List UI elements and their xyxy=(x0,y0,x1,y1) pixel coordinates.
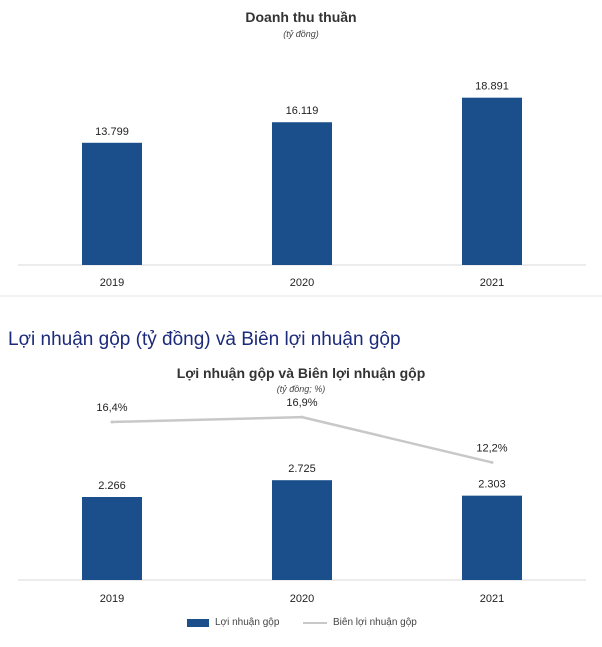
chart2-legend: Lợi nhuận gộp Biên lợi nhuận gộp xyxy=(0,617,602,633)
chart1-subtitle: (tỷ đồng) xyxy=(283,29,319,39)
chart2-x-tick-2019: 2019 xyxy=(100,593,124,605)
margin-point-2019 xyxy=(110,420,114,424)
margin-point-2021 xyxy=(490,460,494,464)
gross-profit-bar-2021 xyxy=(462,495,522,580)
legend-line-swatch xyxy=(303,621,327,624)
chart1-x-tick-2021: 2021 xyxy=(480,277,504,289)
chart1-x-tick-2019: 2019 xyxy=(100,277,124,289)
legend-bar-label: Lợi nhuận gộp xyxy=(215,617,280,628)
gross-profit-bar-2020 xyxy=(272,480,332,580)
revenue-bar-2019 xyxy=(82,142,142,265)
chart2-title: Lợi nhuận gộp và Biên lợi nhuận gộp xyxy=(176,365,426,381)
chart2-subtitle: (tỷ đồng; %) xyxy=(276,384,326,394)
gross-profit-bar-2019 xyxy=(82,497,142,580)
revenue-bar-2021 xyxy=(462,97,522,265)
margin-label-2020: 16,9% xyxy=(286,397,317,409)
section-heading: Lợi nhuận gộp (tỷ đồng) và Biên lợi nhuậ… xyxy=(8,329,401,350)
legend-item-line: Biên lợi nhuận gộp xyxy=(303,617,417,628)
legend-bar-swatch xyxy=(187,618,209,627)
revenue-label-2019: 13.799 xyxy=(95,126,129,138)
margin-label-2019: 16,4% xyxy=(96,402,127,414)
revenue-label-2021: 18.891 xyxy=(475,81,509,93)
gross-profit-label-2019: 2.266 xyxy=(98,480,126,492)
margin-line xyxy=(111,415,493,464)
chart1-x-tick-2020: 2020 xyxy=(290,277,314,289)
margin-point-2020 xyxy=(300,415,304,419)
chart2-x-tick-2021: 2021 xyxy=(480,593,504,605)
revenue-bar-chart: 13.799 2019 16.119 2020 18.891 2021 xyxy=(0,81,602,297)
revenue-bar-2020 xyxy=(272,122,332,265)
chart2-x-tick-2020: 2020 xyxy=(290,593,314,605)
revenue-label-2020: 16.119 xyxy=(286,105,319,117)
legend-item-bar: Lợi nhuận gộp xyxy=(187,617,279,628)
gross-profit-label-2021: 2.303 xyxy=(478,479,506,491)
chart1-title: Doanh thu thuần xyxy=(245,9,357,25)
margin-label-2021: 12,2% xyxy=(476,442,507,454)
legend-line-label: Biên lợi nhuận gộp xyxy=(333,617,417,628)
gross-profit-label-2020: 2.725 xyxy=(288,463,316,475)
